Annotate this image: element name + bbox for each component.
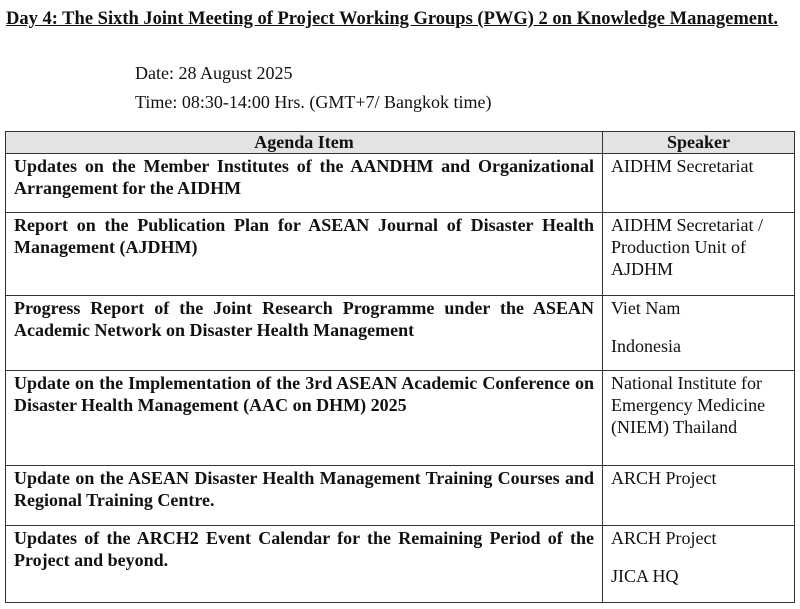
agenda-item: Updates on the Member Institutes of the …: [5, 153, 603, 213]
speaker: AIDHM Secretariat / Production Unit of A…: [611, 215, 763, 279]
speaker-cell: Viet Nam Indonesia: [602, 295, 795, 371]
speaker-cell: National Institute for Emergency Medicin…: [602, 370, 795, 466]
speaker-cell: ARCH Project: [602, 465, 795, 526]
speaker-cell: AIDHM Secretariat / Production Unit of A…: [602, 212, 795, 296]
table-row: Update on the Implementation of the 3rd …: [5, 370, 795, 466]
speaker-cell: AIDHM Secretariat: [602, 153, 795, 213]
speaker: National Institute for Emergency Medicin…: [611, 373, 766, 437]
agenda-item: Report on the Publication Plan for ASEAN…: [5, 212, 603, 296]
meeting-time: Time: 08:30-14:00 Hrs. (GMT+7/ Bangkok t…: [135, 92, 492, 112]
page-title: Day 4: The Sixth Joint Meeting of Projec…: [6, 9, 779, 29]
speaker: Viet Nam: [611, 298, 681, 318]
agenda-table: Agenda Item Speaker Updates on the Membe…: [5, 131, 795, 603]
header-agenda-item: Agenda Item: [5, 131, 603, 154]
table-row: Update on the ASEAN Disaster Health Mana…: [5, 465, 795, 526]
table-row: Progress Report of the Joint Research Pr…: [5, 295, 795, 371]
speaker-cell: ARCH Project JICA HQ: [602, 525, 795, 603]
agenda-item: Update on the ASEAN Disaster Health Mana…: [5, 465, 603, 526]
speaker: ARCH Project: [611, 528, 717, 548]
table-row: Report on the Publication Plan for ASEAN…: [5, 212, 795, 296]
agenda-item: Update on the Implementation of the 3rd …: [5, 370, 603, 466]
speaker: AIDHM Secretariat: [611, 156, 754, 176]
table-row: Updates of the ARCH2 Event Calendar for …: [5, 525, 795, 603]
meeting-date: Date: 28 August 2025: [135, 63, 293, 83]
header-speaker: Speaker: [602, 131, 795, 154]
agenda-item: Progress Report of the Joint Research Pr…: [5, 295, 603, 371]
speaker: JICA HQ: [611, 566, 679, 586]
speaker: Indonesia: [611, 336, 681, 356]
table-row: Updates on the Member Institutes of the …: [5, 153, 795, 213]
agenda-item: Updates of the ARCH2 Event Calendar for …: [5, 525, 603, 603]
speaker: ARCH Project: [611, 468, 717, 488]
